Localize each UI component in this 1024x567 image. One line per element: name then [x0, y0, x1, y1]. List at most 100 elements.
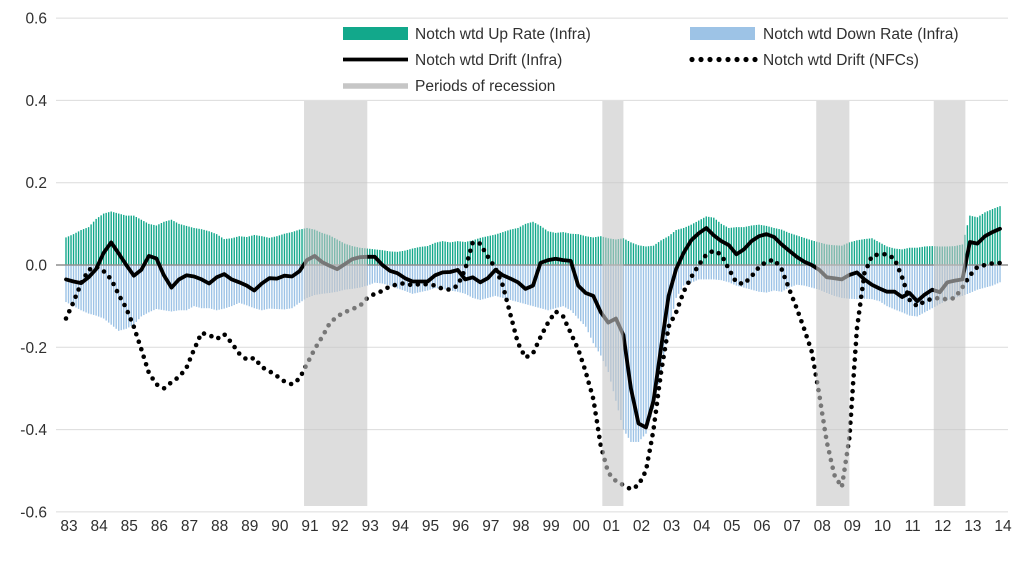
- up-rate-bar: [861, 239, 863, 265]
- drift-nfc-dot: [494, 267, 499, 273]
- down-rate-bar: [580, 265, 582, 322]
- down-rate-bar: [994, 265, 996, 285]
- drift-nfc-dot: [724, 263, 730, 269]
- drift-nfc-dot: [663, 339, 669, 344]
- down-rate-bar: [592, 265, 594, 344]
- down-rate-bar: [635, 265, 637, 442]
- up-rate-bar: [218, 235, 220, 265]
- up-rate-bar: [509, 229, 512, 265]
- up-rate-bar: [590, 237, 592, 265]
- up-rate-bar: [572, 233, 574, 265]
- y-tick-label: 0.6: [25, 11, 47, 28]
- down-rate-bar: [178, 265, 180, 311]
- up-rate-bar: [246, 237, 248, 265]
- down-rate-bar: [185, 265, 188, 311]
- down-rate-bar: [630, 265, 632, 442]
- drift-nfc-dot: [598, 442, 603, 448]
- up-rate-bar: [251, 235, 253, 265]
- down-rate-bar: [544, 265, 547, 310]
- drift-nfc-dot: [787, 289, 793, 295]
- down-rate-bar: [150, 265, 153, 312]
- drift-nfc-dot: [666, 323, 672, 329]
- down-rate-bar: [449, 265, 451, 291]
- up-rate-bar: [647, 246, 650, 265]
- drift-nfc-dot: [525, 354, 530, 359]
- drift-nfc-dot: [567, 328, 572, 334]
- recession-band: [933, 101, 966, 506]
- up-rate-bar: [640, 245, 642, 265]
- drift-nfc-dot: [927, 297, 932, 302]
- up-rate-bar: [381, 250, 384, 265]
- up-rate-bar: [429, 244, 431, 265]
- drift-nfc-dot: [222, 332, 227, 338]
- drift-nfc-dot: [850, 388, 855, 394]
- down-rate-bar: [549, 265, 552, 310]
- drift-nfc-dot: [848, 412, 854, 418]
- up-rate-bar: [459, 241, 461, 265]
- drift-nfc-dot: [514, 335, 519, 341]
- drift-nfc-dot: [592, 403, 597, 408]
- down-rate-bar: [876, 265, 878, 301]
- drift-nfc-dot: [560, 314, 566, 319]
- drift-nfc-dot: [656, 386, 662, 391]
- up-rate-bar: [873, 239, 876, 265]
- up-rate-bar: [499, 232, 502, 265]
- down-rate-bar: [974, 265, 976, 291]
- down-rate-bar: [554, 265, 557, 309]
- down-rate-bar: [381, 265, 384, 284]
- drift-nfc-dot: [652, 417, 658, 422]
- drift-nfc-dot: [662, 346, 668, 352]
- up-rate-bar: [898, 249, 901, 265]
- down-rate-bar: [198, 265, 200, 308]
- drift-nfc-dot: [648, 440, 654, 446]
- drift-nfc-dot: [423, 281, 428, 287]
- recession-band: [816, 101, 850, 506]
- down-rate-bar: [695, 265, 697, 281]
- up-rate-bar: [770, 227, 773, 265]
- up-rate-bar: [916, 247, 918, 265]
- down-rate-bar: [193, 265, 195, 307]
- down-rate-bar: [494, 265, 497, 296]
- down-rate-bar: [881, 265, 883, 303]
- down-rate-bar: [163, 265, 165, 311]
- down-rate-bar: [765, 265, 768, 293]
- drift-nfc-dot: [250, 356, 255, 361]
- up-rate-bar: [441, 241, 444, 265]
- up-rate-bar: [733, 227, 735, 265]
- drift-nfc-dot: [654, 401, 660, 407]
- drift-nfc-dot: [907, 297, 912, 303]
- drift-nfc-dot: [676, 302, 682, 307]
- down-rate-bar: [921, 265, 923, 314]
- down-rate-bar: [632, 265, 635, 442]
- down-rate-bar: [685, 265, 687, 285]
- down-rate-bar: [286, 265, 288, 310]
- drift-nfc-dot: [392, 282, 398, 288]
- up-rate-bar: [858, 239, 861, 265]
- down-rate-bar: [888, 265, 891, 308]
- up-rate-bar: [406, 249, 409, 265]
- drift-nfc-dot: [850, 381, 856, 386]
- down-rate-bar: [123, 265, 125, 330]
- down-rate-bar: [369, 265, 371, 285]
- up-rate-bar: [266, 237, 268, 265]
- up-rate-bar: [258, 235, 261, 265]
- drift-nfc-dot: [660, 362, 665, 368]
- up-rate-bar: [185, 225, 188, 265]
- y-axis-labels: 0.6 0.4 0.2 0.0 -0.2 -0.4 -0.6: [20, 11, 47, 522]
- down-rate-bar: [145, 265, 148, 314]
- down-rate-bar: [903, 265, 906, 314]
- legend-label-recession: Periods of recession: [415, 78, 555, 95]
- up-rate-bar: [929, 246, 931, 265]
- down-rate-bar: [871, 265, 873, 300]
- up-rate-bar: [574, 234, 577, 265]
- down-rate-bar: [908, 265, 911, 316]
- down-rate-bar: [456, 265, 459, 292]
- down-rate-bar: [253, 265, 256, 309]
- drift-nfc-dot: [438, 285, 444, 291]
- up-rate-bar: [90, 224, 92, 265]
- drift-nfc-dot: [812, 364, 817, 370]
- down-rate-bar: [567, 265, 569, 309]
- up-rate-bar: [710, 217, 712, 265]
- drift-nfc-dot: [779, 267, 785, 272]
- drift-nfc-dot: [150, 376, 155, 381]
